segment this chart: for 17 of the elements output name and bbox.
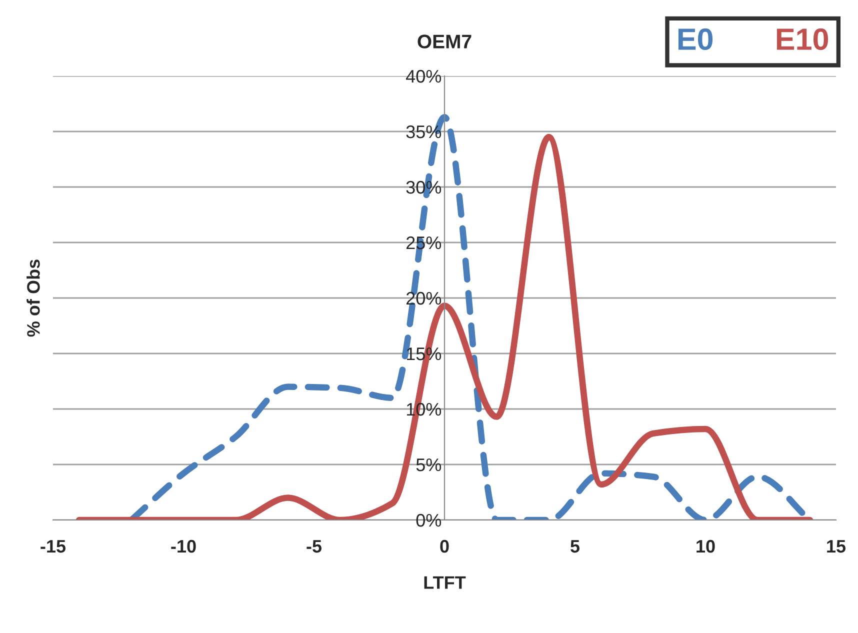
y-axis-title: % of Obs xyxy=(26,260,40,337)
x-tick-label: 0 xyxy=(440,540,449,553)
x-tick-label: -15 xyxy=(40,540,66,553)
x-tick-label: 10 xyxy=(696,540,715,553)
text: E0 xyxy=(678,28,713,50)
x-axis-title: LTFT xyxy=(424,576,466,589)
y-tick-label: 40% xyxy=(406,70,442,83)
text: E10 xyxy=(776,28,828,50)
y-tick-label: 35% xyxy=(406,125,442,138)
x-tick-label: 15 xyxy=(827,540,846,553)
chart-title: OEM7 xyxy=(418,34,472,48)
x-tick-label: 5 xyxy=(570,540,580,553)
y-tick-label: 20% xyxy=(406,292,442,305)
x-tick-label: -5 xyxy=(306,540,322,553)
x-tick-label: -10 xyxy=(171,540,196,553)
y-tick-label: 0% xyxy=(416,514,442,527)
y-tick-label: 5% xyxy=(416,458,442,472)
